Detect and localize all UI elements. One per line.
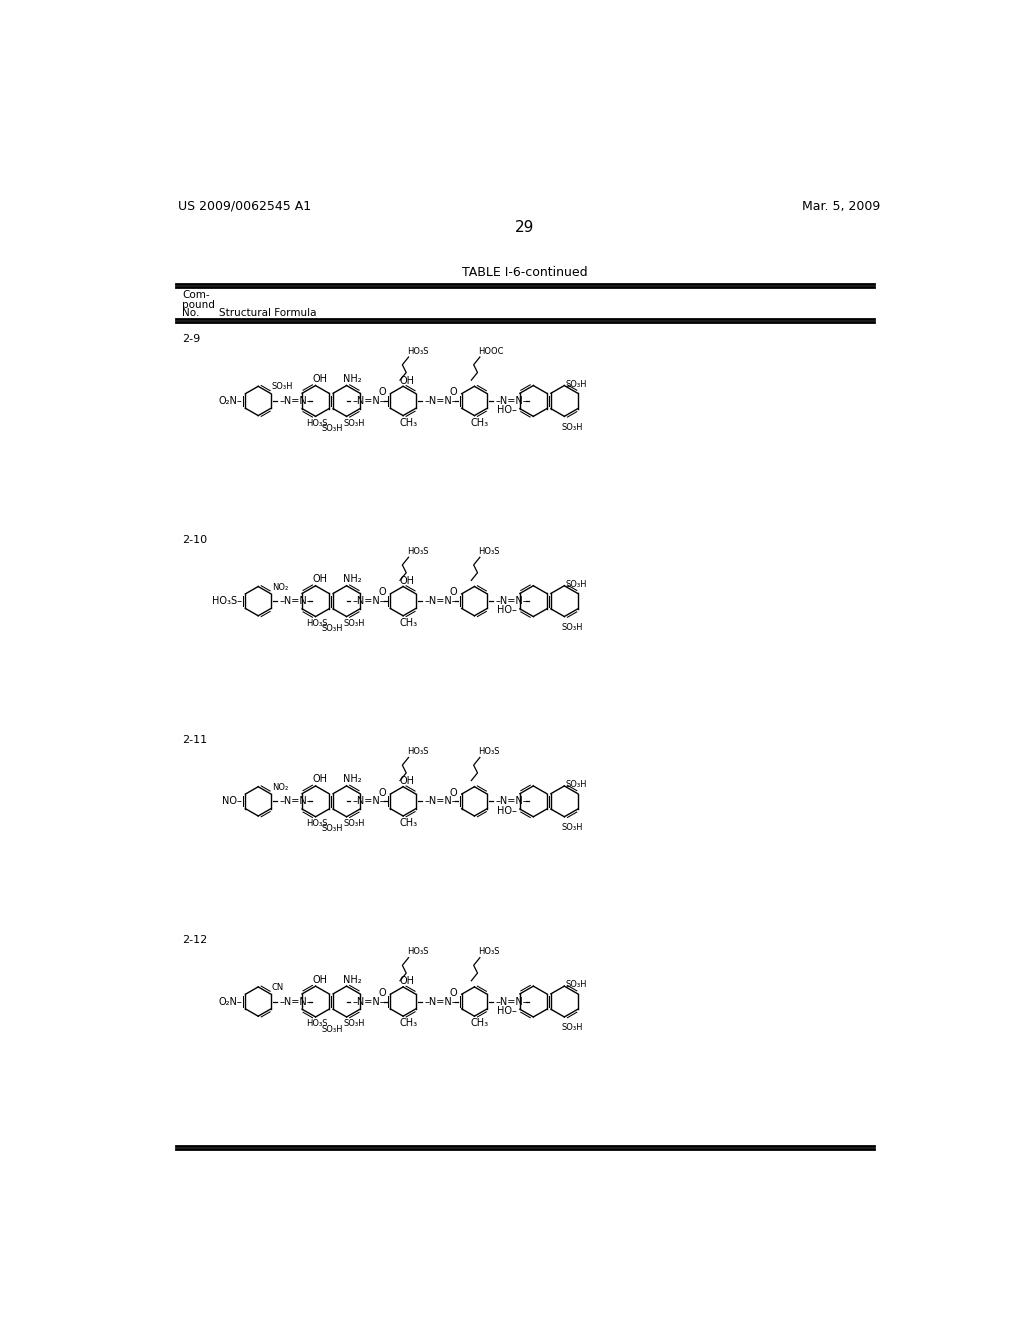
Text: O: O <box>379 987 386 998</box>
Text: NH₂: NH₂ <box>343 974 362 985</box>
Text: Mar. 5, 2009: Mar. 5, 2009 <box>802 199 881 213</box>
Text: SO₃H: SO₃H <box>343 818 365 828</box>
Text: HO₃S: HO₃S <box>478 948 500 956</box>
Text: –N=N–: –N=N– <box>280 796 311 807</box>
Text: US 2009/0062545 A1: US 2009/0062545 A1 <box>178 199 311 213</box>
Text: SO₃H: SO₃H <box>565 579 587 589</box>
Text: HO₃S: HO₃S <box>407 747 428 756</box>
Text: CH₃: CH₃ <box>471 418 488 428</box>
Text: –N=N–: –N=N– <box>280 396 311 407</box>
Text: HO₃S: HO₃S <box>306 418 328 428</box>
Text: HO₃S: HO₃S <box>407 948 428 956</box>
Text: O: O <box>379 788 386 797</box>
Text: SO₃H: SO₃H <box>343 418 365 428</box>
Text: HO₃S: HO₃S <box>478 546 500 556</box>
Text: Structural Formula: Structural Formula <box>219 308 317 318</box>
Text: OH: OH <box>312 775 328 784</box>
Text: NO₂: NO₂ <box>271 783 288 792</box>
Text: –N=N–: –N=N– <box>424 796 457 807</box>
Text: HO₃S: HO₃S <box>306 619 328 628</box>
Text: CN: CN <box>271 983 284 991</box>
Text: SO₃H: SO₃H <box>565 981 587 989</box>
Text: SO₃H: SO₃H <box>561 623 583 632</box>
Text: –N=N–: –N=N– <box>496 597 528 606</box>
Text: CH₃: CH₃ <box>399 818 418 828</box>
Text: 29: 29 <box>515 220 535 235</box>
Text: CH₃: CH₃ <box>471 1019 488 1028</box>
Text: OH: OH <box>399 776 415 785</box>
Text: HO–: HO– <box>498 805 517 816</box>
Text: OH: OH <box>399 576 415 586</box>
Text: HO₃S: HO₃S <box>407 347 428 355</box>
Text: OH: OH <box>399 376 415 385</box>
Text: HOOC: HOOC <box>478 347 504 355</box>
Text: NO₂: NO₂ <box>271 582 288 591</box>
Text: HO₃S–: HO₃S– <box>212 597 242 606</box>
Text: 2-10: 2-10 <box>182 535 208 545</box>
Text: –N=N–: –N=N– <box>280 597 311 606</box>
Text: CH₃: CH₃ <box>399 418 418 428</box>
Text: O: O <box>450 788 458 797</box>
Text: –N=N–: –N=N– <box>280 997 311 1007</box>
Text: CH₃: CH₃ <box>399 1019 418 1028</box>
Text: Com-: Com- <box>182 290 210 301</box>
Text: –N=N–: –N=N– <box>352 396 385 407</box>
Text: OH: OH <box>312 974 328 985</box>
Text: CH₃: CH₃ <box>399 618 418 628</box>
Text: 2-11: 2-11 <box>182 735 208 744</box>
Text: O: O <box>379 587 386 598</box>
Text: TABLE I-6-continued: TABLE I-6-continued <box>462 265 588 279</box>
Text: –N=N–: –N=N– <box>496 396 528 407</box>
Text: SO₃H: SO₃H <box>271 383 293 391</box>
Text: SO₃H: SO₃H <box>343 1019 365 1028</box>
Text: –N=N–: –N=N– <box>352 796 385 807</box>
Text: HO₃S: HO₃S <box>407 546 428 556</box>
Text: O: O <box>379 387 386 397</box>
Text: –N=N–: –N=N– <box>424 997 457 1007</box>
Text: HO–: HO– <box>498 405 517 416</box>
Text: SO₃H: SO₃H <box>565 780 587 789</box>
Text: HO₃S: HO₃S <box>478 747 500 756</box>
Text: NH₂: NH₂ <box>343 574 362 585</box>
Text: O₂N–: O₂N– <box>218 396 242 407</box>
Text: HO₃S: HO₃S <box>306 1019 328 1028</box>
Text: –N=N–: –N=N– <box>352 597 385 606</box>
Text: SO₃H: SO₃H <box>561 822 583 832</box>
Text: NH₂: NH₂ <box>343 374 362 384</box>
Text: O: O <box>450 387 458 397</box>
Text: pound: pound <box>182 300 215 310</box>
Text: 2-9: 2-9 <box>182 334 201 345</box>
Text: 2-12: 2-12 <box>182 935 208 945</box>
Text: –N=N–: –N=N– <box>424 597 457 606</box>
Text: O₂N–: O₂N– <box>218 997 242 1007</box>
Text: SO₃H: SO₃H <box>561 422 583 432</box>
Text: HO₃S: HO₃S <box>306 818 328 828</box>
Text: O: O <box>450 987 458 998</box>
Text: SO₃H: SO₃H <box>561 1023 583 1032</box>
Text: –N=N–: –N=N– <box>496 796 528 807</box>
Text: SO₃H: SO₃H <box>343 619 365 628</box>
Text: O: O <box>450 587 458 598</box>
Text: –N=N–: –N=N– <box>424 396 457 407</box>
Text: OH: OH <box>399 977 415 986</box>
Text: OH: OH <box>312 374 328 384</box>
Text: SO₃H: SO₃H <box>565 380 587 388</box>
Text: HO–: HO– <box>498 606 517 615</box>
Text: HO–: HO– <box>498 1006 517 1016</box>
Text: SO₃H: SO₃H <box>322 624 343 634</box>
Text: NO–: NO– <box>222 796 242 807</box>
Text: SO₃H: SO₃H <box>322 424 343 433</box>
Text: –N=N–: –N=N– <box>496 997 528 1007</box>
Text: SO₃H: SO₃H <box>322 1024 343 1034</box>
Text: –N=N–: –N=N– <box>352 997 385 1007</box>
Text: SO₃H: SO₃H <box>322 825 343 833</box>
Text: No.: No. <box>182 308 200 318</box>
Text: NH₂: NH₂ <box>343 775 362 784</box>
Text: OH: OH <box>312 574 328 585</box>
